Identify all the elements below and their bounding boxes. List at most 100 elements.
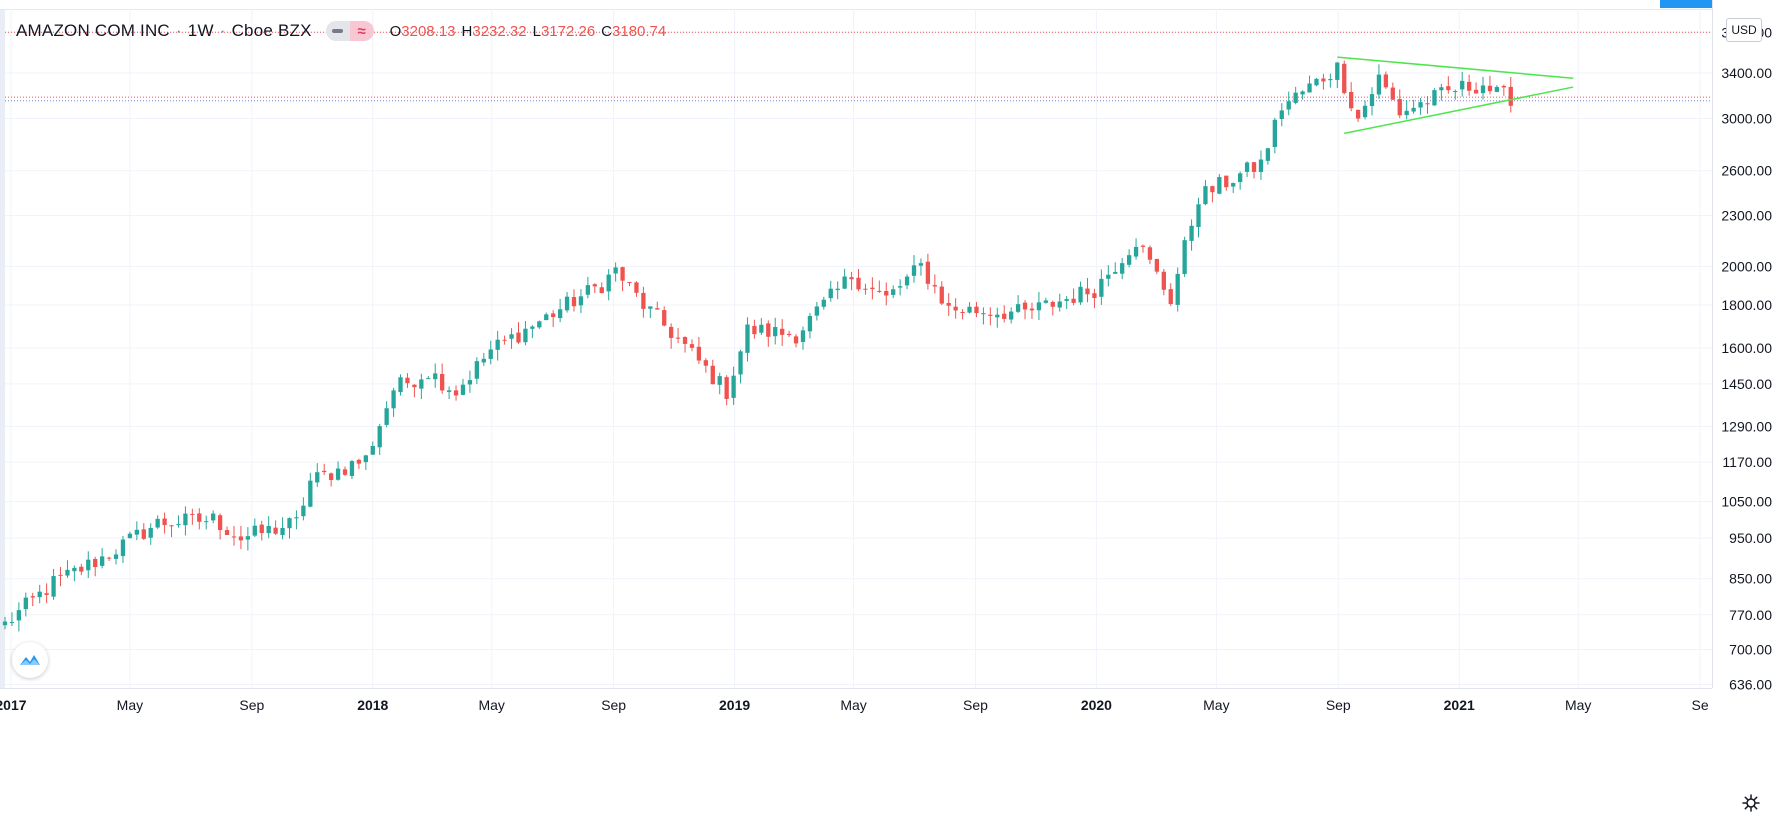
- candle-body: [238, 536, 244, 541]
- interval-label[interactable]: 1W: [187, 21, 214, 40]
- candle-body: [717, 376, 722, 385]
- hide-icon[interactable]: [325, 21, 350, 41]
- y-tick-label: 1170.00: [1722, 454, 1772, 470]
- candle-body: [1113, 271, 1118, 274]
- wave-icon[interactable]: ≈: [349, 21, 374, 41]
- candle-body: [1189, 225, 1194, 241]
- time-axis: 2017 May Sep 2018 May Sep 2019 May Sep 2020 May Sep…: [0, 688, 1712, 814]
- candle-body: [1203, 186, 1208, 205]
- x-tick-label: May: [1565, 697, 1591, 713]
- candle-body: [668, 326, 674, 338]
- candle-body: [349, 461, 355, 476]
- candle-body: [1383, 74, 1389, 88]
- candle-body: [1043, 300, 1049, 303]
- candle-body: [564, 296, 570, 311]
- candle-body: [252, 525, 257, 536]
- candle-body: [599, 287, 604, 294]
- candle-body: [724, 377, 729, 399]
- candle-body: [884, 290, 889, 296]
- candle-body: [585, 285, 591, 295]
- gear-icon[interactable]: [1740, 792, 1762, 814]
- currency-badge[interactable]: USD: [1726, 18, 1762, 42]
- candle-body: [1036, 302, 1042, 311]
- candle-body: [1029, 308, 1035, 311]
- candle-body: [1376, 74, 1382, 95]
- candle-body: [641, 292, 646, 309]
- candle-body: [384, 408, 389, 425]
- candle-body: [9, 622, 15, 624]
- candle-body: [1099, 278, 1104, 297]
- candle-body: [620, 267, 625, 281]
- y-tick-label: 636.00: [1729, 677, 1772, 693]
- candle-body: [696, 346, 702, 361]
- candle-body: [689, 344, 695, 348]
- candle-body: [1231, 183, 1236, 187]
- candle-body: [2, 621, 8, 626]
- candle-body: [960, 312, 965, 314]
- y-tick-label: 1800.00: [1721, 297, 1772, 313]
- candle-body: [523, 328, 528, 343]
- candle-body: [773, 327, 778, 337]
- ohlc-close: C3180.74: [601, 22, 667, 40]
- x-tick-label: Sep: [239, 697, 264, 713]
- candle-body: [870, 287, 875, 290]
- y-tick-label: 2300.00: [1721, 207, 1772, 223]
- candle-body: [1342, 63, 1347, 94]
- candle-body: [1446, 86, 1451, 91]
- candle-body: [120, 539, 126, 557]
- candle-body: [953, 306, 958, 311]
- candle-body: [1258, 159, 1264, 172]
- candle-body: [72, 567, 77, 572]
- y-tick-label: 1450.00: [1721, 376, 1772, 392]
- candle-body: [37, 591, 42, 598]
- candle-body: [1251, 162, 1257, 172]
- candle-body: [1022, 302, 1028, 310]
- candle-body: [273, 527, 278, 534]
- candle-body: [148, 527, 153, 538]
- candle-body: [134, 529, 139, 535]
- candle-body: [731, 375, 736, 398]
- candle-body: [44, 593, 49, 595]
- candle-body: [1071, 298, 1076, 303]
- x-tick-label: Sep: [601, 697, 626, 713]
- candle-body: [891, 289, 896, 295]
- candle-body: [1487, 85, 1493, 92]
- candle-body: [738, 351, 743, 375]
- candle-body: [363, 455, 368, 463]
- candle-body: [16, 610, 22, 621]
- candle-body: [1390, 87, 1395, 100]
- candle-body: [197, 513, 202, 522]
- candle-body: [662, 310, 667, 326]
- x-tick-label: May: [840, 697, 866, 713]
- candle-body: [1460, 80, 1465, 90]
- candle-body: [113, 554, 119, 559]
- triangle-lower-trendline: [1344, 86, 1574, 135]
- candle-body: [453, 390, 459, 396]
- candle-body: [752, 325, 757, 335]
- legend-toggle[interactable]: ≈: [325, 21, 374, 41]
- candle-body: [592, 284, 597, 287]
- candle-body: [745, 324, 750, 353]
- candle-body: [1418, 102, 1423, 108]
- candle-body: [467, 380, 473, 385]
- candle-body: [377, 426, 382, 448]
- candle-body: [974, 306, 979, 314]
- candle-body: [308, 480, 313, 507]
- trendlines: [1337, 56, 1574, 135]
- candle-body: [675, 337, 681, 339]
- candle-body: [1120, 263, 1125, 274]
- candle-body: [79, 566, 84, 572]
- candle-body: [1237, 173, 1243, 183]
- symbol-name[interactable]: AMAZON COM INC: [16, 21, 170, 40]
- candle-body: [502, 339, 507, 341]
- candle-body: [557, 309, 563, 319]
- candle-body: [51, 576, 56, 597]
- tradingview-logo-icon[interactable]: [12, 642, 48, 678]
- candle-body: [1217, 177, 1222, 194]
- candle-body: [835, 288, 840, 291]
- candle-body: [1466, 81, 1472, 91]
- time-axis-panel: [0, 688, 1712, 814]
- candle-body: [224, 530, 230, 535]
- candle-body: [1244, 162, 1250, 172]
